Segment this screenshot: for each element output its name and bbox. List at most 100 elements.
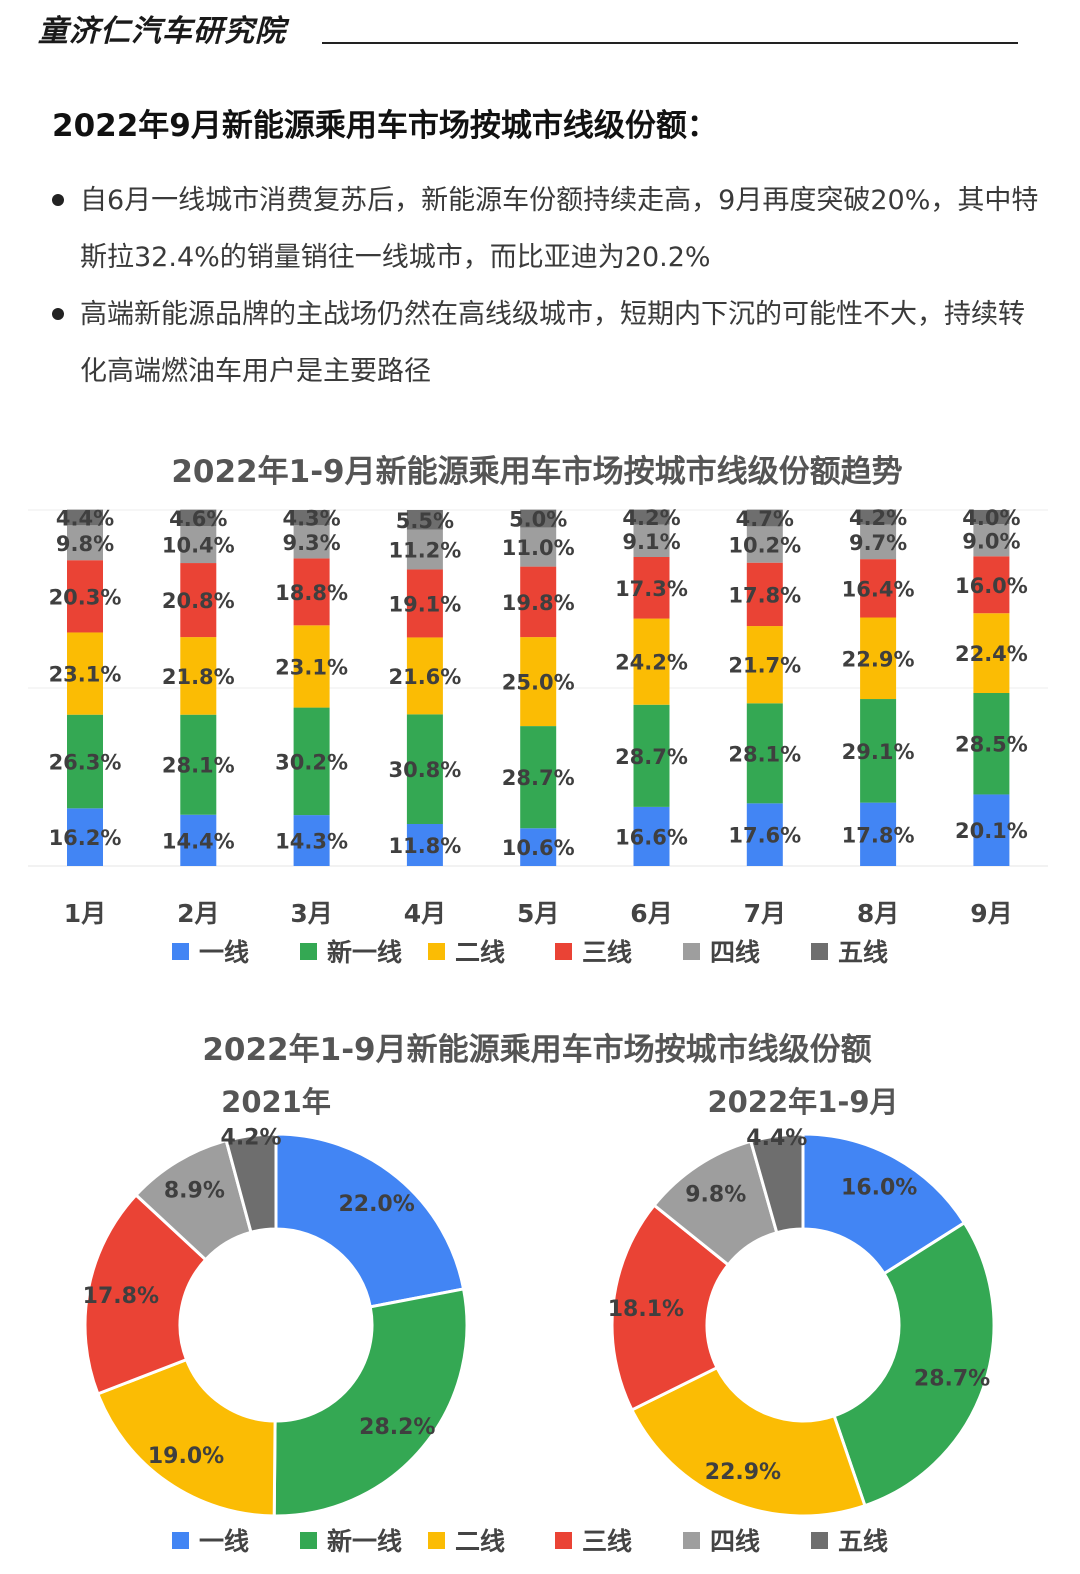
bar-segment-二线 xyxy=(633,618,670,705)
bar-data-label: 30.2% xyxy=(275,750,348,774)
x-tick-label: 9月 xyxy=(970,899,1012,928)
bar-data-label: 23.1% xyxy=(49,663,122,687)
bar-segment-新一线 xyxy=(860,699,897,803)
legend-item: 四线 xyxy=(683,1523,760,1557)
bar-data-label: 9.0% xyxy=(962,529,1020,553)
bar-data-label: 4.2% xyxy=(849,506,907,530)
legend-swatch xyxy=(172,942,189,960)
donut-data-label: 8.9% xyxy=(164,1179,225,1204)
legend-label: 二线 xyxy=(455,938,506,967)
x-tick-label: 3月 xyxy=(290,899,332,928)
bar-chart-legend: 一线 新一线 二线 三线 四线 五线 xyxy=(0,934,1080,968)
bullet-item: 高端新能源品牌的主战场仍然在高线级城市，短期内下沉的可能性不大，持续转化高端燃油… xyxy=(52,286,1042,400)
x-tick-label: 1月 xyxy=(64,899,106,928)
bar-data-label: 20.1% xyxy=(955,819,1028,843)
legend-label: 一线 xyxy=(199,938,250,967)
legend-swatch xyxy=(811,942,828,960)
bar-data-label: 17.6% xyxy=(728,824,801,848)
donut-subtitle: 2022年1-9月 xyxy=(707,1085,898,1119)
bar-data-label: 4.0% xyxy=(962,506,1020,530)
legend-label: 五线 xyxy=(838,1527,889,1556)
donut-data-label: 18.1% xyxy=(608,1297,684,1322)
bar-data-label: 21.6% xyxy=(388,665,461,689)
bar-segment-四线 xyxy=(973,524,1010,557)
donut-slice-新一线 xyxy=(272,1287,469,1518)
bar-data-label: 28.1% xyxy=(162,754,235,778)
bar-segment-二线 xyxy=(293,625,330,708)
donut-subtitle: 2021年 xyxy=(221,1085,331,1119)
donut-slice-五线 xyxy=(224,1132,278,1235)
legend-item: 二线 xyxy=(428,934,505,968)
legend-label: 四线 xyxy=(710,1527,761,1556)
donut-slice-一线 xyxy=(801,1132,967,1276)
bar-data-label: 24.2% xyxy=(615,651,688,675)
legend-swatch xyxy=(555,942,572,960)
bar-segment-四线 xyxy=(293,525,330,559)
legend-item: 二线 xyxy=(428,1523,505,1557)
bar-data-label: 11.2% xyxy=(388,539,461,563)
bar-data-label: 4.6% xyxy=(169,507,227,531)
bar-data-label: 19.8% xyxy=(502,591,575,615)
bar-segment-三线 xyxy=(746,562,783,627)
bar-segment-四线 xyxy=(746,526,783,563)
bar-segment-四线 xyxy=(180,526,217,564)
legend-label: 新一线 xyxy=(327,1527,403,1556)
legend-label: 三线 xyxy=(582,1527,633,1556)
bullet-text: 自6月一线城市消费复苏后，新能源车份额持续走高，9月再度突破20%，其中特斯拉3… xyxy=(80,185,1039,273)
legend-label: 五线 xyxy=(838,938,889,967)
bar-segment-二线 xyxy=(67,632,103,715)
bar-segment-一线 xyxy=(67,808,103,866)
legend-swatch xyxy=(555,1531,572,1549)
bar-data-label: 30.8% xyxy=(388,758,461,782)
stacked-bar-chart: 16.2% 26.3% 23.1% 20.3% 9.8%4.4% 1月 14.4% 28.1%… xyxy=(28,506,1048,928)
donut-data-label: 28.7% xyxy=(914,1366,990,1391)
legend-item: 三线 xyxy=(555,1523,632,1557)
bar-segment-一线 xyxy=(860,802,897,866)
bar-segment-一线 xyxy=(293,815,330,866)
donut-slice-五线 xyxy=(748,1132,805,1235)
donut-data-label: 4.4% xyxy=(746,1126,807,1151)
bullet-list: 自6月一线城市消费复苏后，新能源车份额持续走高，9月再度突破20%，其中特斯拉3… xyxy=(52,172,1042,400)
bar-data-label: 9.8% xyxy=(56,532,114,556)
bar-segment-五线 xyxy=(973,510,1010,525)
bar-data-label: 11.0% xyxy=(502,536,575,560)
legend-label: 新一线 xyxy=(327,938,403,967)
bar-segment-二线 xyxy=(860,617,897,700)
legend-item: 一线 xyxy=(172,1523,249,1557)
donut-data-label: 4.2% xyxy=(221,1126,282,1151)
x-tick-label: 5月 xyxy=(517,899,559,928)
bar-data-label: 17.8% xyxy=(728,583,801,607)
bar-segment-新一线 xyxy=(293,707,330,816)
bar-data-label: 17.8% xyxy=(842,823,915,847)
bar-segment-五线 xyxy=(746,509,783,527)
bar-segment-一线 xyxy=(746,803,783,866)
bullet-text: 高端新能源品牌的主战场仍然在高线级城市，短期内下沉的可能性不大，持续转化高端燃油… xyxy=(80,299,1025,387)
bar-data-label: 28.7% xyxy=(615,745,688,769)
bar-segment-二线 xyxy=(973,613,1010,693)
legend-swatch xyxy=(300,942,317,960)
legend-item: 四线 xyxy=(683,934,760,968)
bar-segment-二线 xyxy=(520,637,557,727)
bar-data-label: 28.1% xyxy=(728,742,801,766)
x-tick-label: 4月 xyxy=(404,899,446,928)
bar-segment-新一线 xyxy=(67,714,103,809)
bar-segment-三线 xyxy=(180,563,217,638)
legend-label: 三线 xyxy=(582,938,633,967)
bar-segment-五线 xyxy=(860,509,897,525)
donut-slice-一线 xyxy=(274,1132,466,1309)
legend-swatch xyxy=(811,1531,828,1549)
bar-segment-五线 xyxy=(633,509,670,525)
legend-item: 一线 xyxy=(172,934,249,968)
donut-data-label: 22.0% xyxy=(338,1192,414,1217)
legend-label: 二线 xyxy=(455,1527,506,1556)
bar-data-label: 4.3% xyxy=(282,507,340,531)
donut-chart-title: 2022年1-9月新能源乘用车市场按城市线级份额 xyxy=(202,1032,872,1068)
legend-item: 新一线 xyxy=(300,1523,402,1557)
bar-data-label: 10.4% xyxy=(162,534,235,558)
legend-swatch xyxy=(172,1531,189,1549)
donut-slice-新一线 xyxy=(832,1220,996,1508)
donut-data-label: 19.0% xyxy=(148,1444,224,1469)
bar-segment-五线 xyxy=(67,509,103,526)
bar-segment-四线 xyxy=(633,524,670,557)
bar-data-label: 28.5% xyxy=(955,733,1028,757)
